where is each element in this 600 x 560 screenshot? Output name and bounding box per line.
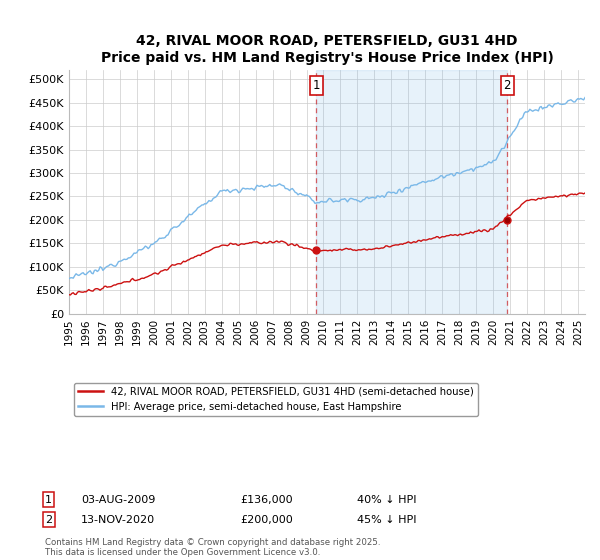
Text: 40% ↓ HPI: 40% ↓ HPI: [357, 494, 416, 505]
Text: £136,000: £136,000: [240, 494, 293, 505]
Text: 2: 2: [503, 79, 511, 92]
Text: 2: 2: [45, 515, 52, 525]
Legend: 42, RIVAL MOOR ROAD, PETERSFIELD, GU31 4HD (semi-detached house), HPI: Average p: 42, RIVAL MOOR ROAD, PETERSFIELD, GU31 4…: [74, 383, 478, 416]
Text: 03-AUG-2009: 03-AUG-2009: [81, 494, 155, 505]
Text: 1: 1: [313, 79, 320, 92]
Text: Contains HM Land Registry data © Crown copyright and database right 2025.
This d: Contains HM Land Registry data © Crown c…: [45, 538, 380, 557]
Text: 13-NOV-2020: 13-NOV-2020: [81, 515, 155, 525]
Text: 1: 1: [45, 494, 52, 505]
Title: 42, RIVAL MOOR ROAD, PETERSFIELD, GU31 4HD
Price paid vs. HM Land Registry's Hou: 42, RIVAL MOOR ROAD, PETERSFIELD, GU31 4…: [101, 35, 553, 64]
Text: 45% ↓ HPI: 45% ↓ HPI: [357, 515, 416, 525]
Bar: [316, 70, 507, 314]
Text: £200,000: £200,000: [240, 515, 293, 525]
